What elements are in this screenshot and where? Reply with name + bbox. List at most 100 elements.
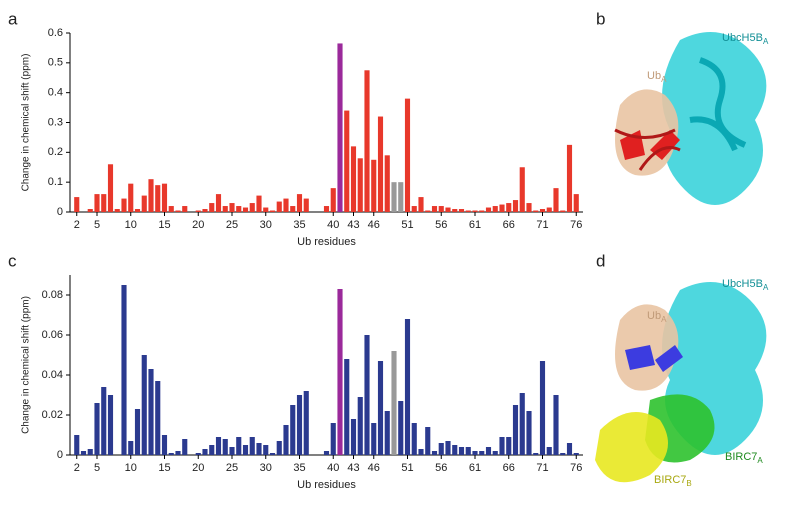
bar xyxy=(398,401,404,455)
bar xyxy=(533,210,539,212)
bar xyxy=(202,449,208,455)
y-axis-label: Change in chemical shift (ppm) xyxy=(21,54,32,192)
x-tick-label: 15 xyxy=(158,462,170,474)
bar xyxy=(391,182,397,212)
bar xyxy=(283,425,289,455)
panel-letter: d xyxy=(596,251,605,270)
bar xyxy=(452,209,458,212)
x-tick-label: 43 xyxy=(347,462,359,474)
bar xyxy=(222,206,228,212)
x-tick-label: 46 xyxy=(368,219,380,231)
bar xyxy=(350,146,357,212)
x-tick-label: 5 xyxy=(94,219,100,231)
structure-label: UbcH5BA xyxy=(722,32,769,46)
y-tick-label: 0.3 xyxy=(48,116,63,128)
x-tick-label: 66 xyxy=(503,219,515,231)
bar xyxy=(249,437,255,455)
bar xyxy=(141,355,147,455)
bar xyxy=(202,209,208,212)
panel-letter: c xyxy=(8,251,17,270)
bar xyxy=(458,209,465,212)
bar xyxy=(485,207,492,212)
bar xyxy=(519,393,525,455)
x-tick-label: 43 xyxy=(347,219,359,231)
bar xyxy=(566,443,573,455)
x-tick-label: 76 xyxy=(570,462,582,474)
y-tick-label: 0.02 xyxy=(42,409,63,421)
bar xyxy=(269,210,276,212)
bar xyxy=(290,206,296,212)
bar xyxy=(182,439,188,455)
bar xyxy=(337,289,343,455)
bar xyxy=(330,423,336,455)
bar xyxy=(398,182,404,212)
bar xyxy=(276,441,282,455)
bar xyxy=(546,207,552,212)
bar xyxy=(418,197,424,212)
bar xyxy=(344,359,350,455)
bar xyxy=(573,194,579,212)
bar xyxy=(377,116,384,212)
bar xyxy=(418,449,424,455)
bar xyxy=(303,198,309,212)
y-tick-label: 0.4 xyxy=(48,87,63,99)
bar xyxy=(323,451,330,455)
bar xyxy=(209,445,215,455)
bar xyxy=(384,411,390,455)
bar xyxy=(479,210,485,212)
structure-label: UbA xyxy=(647,310,667,324)
bar xyxy=(404,319,411,455)
bar xyxy=(364,335,370,455)
x-tick-label: 5 xyxy=(94,462,100,474)
bar xyxy=(573,453,579,455)
bar xyxy=(175,210,181,212)
x-tick-label: 25 xyxy=(226,219,238,231)
bar xyxy=(222,439,228,455)
bar xyxy=(566,144,573,212)
bar xyxy=(377,361,384,455)
bar xyxy=(161,435,168,455)
x-tick-label: 10 xyxy=(125,219,137,231)
bar xyxy=(492,451,498,455)
bar xyxy=(74,435,80,455)
y-tick-label: 0.1 xyxy=(48,176,63,188)
y-tick-label: 0.2 xyxy=(48,146,63,158)
bar xyxy=(553,188,559,212)
bar xyxy=(209,203,215,212)
structure-b xyxy=(614,32,767,205)
x-tick-label: 2 xyxy=(74,462,80,474)
bar xyxy=(168,206,174,212)
x-tick-label: 35 xyxy=(293,219,305,231)
bar xyxy=(553,395,559,455)
x-tick-label: 61 xyxy=(469,219,481,231)
x-tick-label: 56 xyxy=(435,462,447,474)
bar xyxy=(344,110,350,212)
bar xyxy=(411,423,417,455)
bar xyxy=(155,381,161,455)
y-tick-label: 0.08 xyxy=(42,289,63,301)
bar xyxy=(290,405,296,455)
bar xyxy=(175,451,181,455)
y-tick-label: 0 xyxy=(57,206,63,218)
y-tick-label: 0.6 xyxy=(48,27,63,39)
bar xyxy=(404,98,411,212)
bar xyxy=(512,200,519,212)
x-tick-label: 61 xyxy=(469,462,481,474)
bar xyxy=(560,210,566,212)
structure-label: BIRC7A xyxy=(725,451,763,465)
bar xyxy=(101,387,107,455)
bar xyxy=(134,409,141,455)
bar xyxy=(80,451,87,455)
bar xyxy=(182,206,188,212)
bar xyxy=(445,441,451,455)
bar xyxy=(148,369,154,455)
bar xyxy=(195,210,201,212)
x-tick-label: 71 xyxy=(536,219,548,231)
x-axis-label: Ub residues xyxy=(297,236,356,248)
x-tick-label: 30 xyxy=(260,219,272,231)
bar xyxy=(256,195,262,212)
bar xyxy=(134,209,141,212)
y-tick-label: 0.04 xyxy=(42,369,63,381)
bar xyxy=(263,207,269,212)
bar xyxy=(479,451,485,455)
